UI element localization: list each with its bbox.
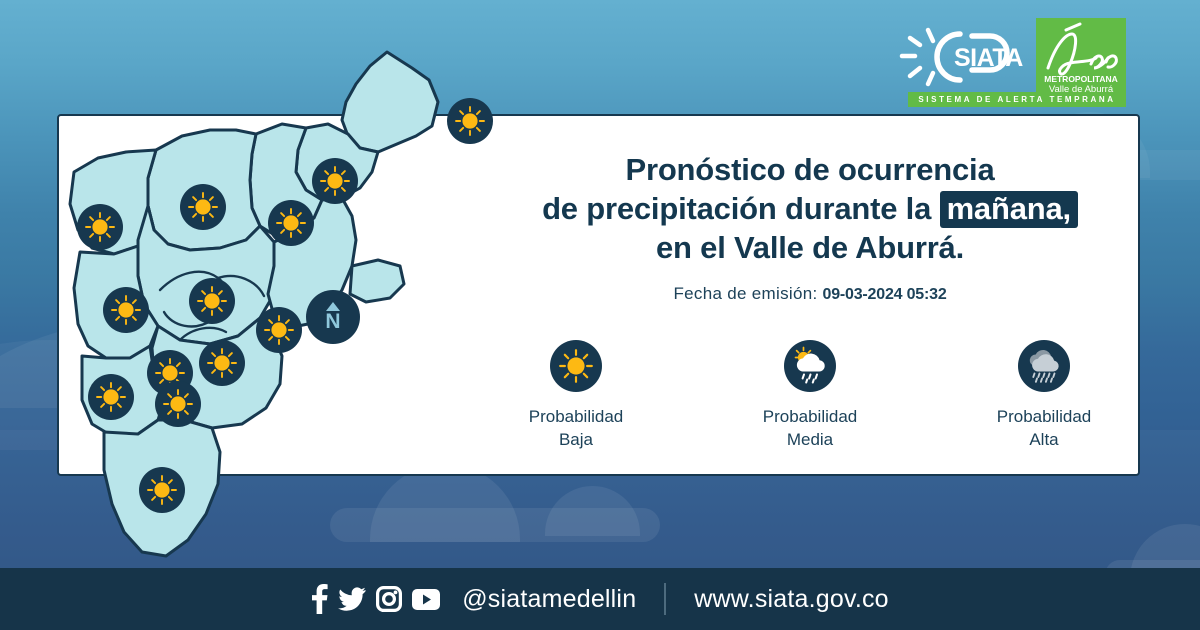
map-marker-itagui[interactable] (103, 287, 149, 333)
legend-label-line1: Probabilidad (996, 407, 1092, 426)
title-highlight-manana: mañana, (939, 191, 1078, 228)
social-icons (311, 584, 441, 614)
map-marker-barbosa[interactable] (447, 98, 493, 144)
siata-tagline-text: SISTEMA DE ALERTA TEMPRANA (918, 95, 1116, 104)
emission-date: Fecha de emisión: 09-03-2024 05:32 (500, 284, 1120, 304)
legend-label-line2: Alta (1029, 430, 1059, 449)
map-marker-amaga[interactable] (139, 467, 185, 513)
legend-item-label: Probabilidad Alta (997, 405, 1092, 451)
legend-item-alta: Probabilidad Alta (969, 340, 1119, 451)
page-title: Pronóstico de ocurrencia de precipitació… (500, 150, 1120, 267)
legend-label-line2: Media (786, 430, 834, 449)
footer-bar: @siatamedellin www.siata.gov.co (0, 568, 1200, 630)
svg-text:Valle de Aburrá: Valle de Aburrá (1049, 84, 1114, 95)
map-marker-guarne[interactable] (256, 307, 302, 353)
social-handle[interactable]: @siatamedellin (462, 584, 637, 613)
area-metropolitana-logo: METROPOLITANA Valle de Aburrá (1036, 18, 1126, 96)
instagram-icon[interactable] (376, 586, 403, 612)
map-marker-sabaneta[interactable] (88, 374, 134, 420)
map-container: N (60, 40, 493, 570)
title-line-3: en el Valle de Aburrá. (655, 230, 965, 265)
map-marker-la-estrella[interactable] (155, 381, 201, 427)
emission-date-label: Fecha de emisión: (673, 284, 818, 303)
emission-date-value: 09-03-2024 05:32 (822, 286, 947, 303)
twitter-icon[interactable] (338, 587, 366, 611)
municipality-east-strip (348, 258, 406, 304)
probability-legend: Probabilidad Baja Probabilidad Media (500, 340, 1120, 451)
legend-label-line1: Probabilidad (528, 407, 624, 426)
siata-logo: SIATA (899, 27, 1024, 87)
legend-label-line1: Probabilidad (762, 407, 858, 426)
title-line-1: Pronóstico de ocurrencia (625, 152, 995, 187)
map-marker-girardota[interactable] (312, 158, 358, 204)
logo-group: SIATA METROPOLITANA Valle de Aburrá (898, 18, 1126, 96)
svg-text:SIATA: SIATA (954, 44, 1023, 72)
siata-tagline: SISTEMA DE ALERTA TEMPRANA (908, 92, 1126, 107)
compass-arrow-icon (326, 302, 340, 311)
map-marker-bello[interactable] (180, 184, 226, 230)
title-line-2-text: de precipitación durante la (542, 191, 932, 226)
map-marker-san-pedro[interactable] (77, 204, 123, 250)
footer-divider (664, 583, 667, 615)
legend-label-line2: Baja (558, 430, 593, 449)
map-marker-medellin[interactable] (189, 278, 235, 324)
legend-item-baja: Probabilidad Baja (501, 340, 651, 451)
svg-text:METROPOLITANA: METROPOLITANA (1044, 74, 1118, 84)
facebook-icon[interactable] (311, 584, 328, 614)
title-line-2: de precipitación durante la mañana, (500, 189, 1120, 228)
legend-item-label: Probabilidad Baja (529, 405, 624, 451)
forecast-panel: Pronóstico de ocurrencia de precipitació… (500, 150, 1120, 451)
legend-item-label: Probabilidad Media (763, 405, 858, 451)
municipality-barbosa (340, 50, 440, 154)
youtube-icon[interactable] (412, 588, 441, 610)
map-marker-caldas[interactable] (199, 340, 245, 386)
legend-item-media: Probabilidad Media (735, 340, 885, 451)
compass-label: N (325, 310, 341, 333)
sun-cloud-rain-icon (784, 340, 836, 392)
compass-north-icon: N (306, 290, 360, 344)
website-url[interactable]: www.siata.gov.co (694, 584, 889, 613)
map-marker-copacabana[interactable] (268, 200, 314, 246)
sun-icon (550, 340, 602, 392)
cloud-rain-icon (1018, 340, 1070, 392)
